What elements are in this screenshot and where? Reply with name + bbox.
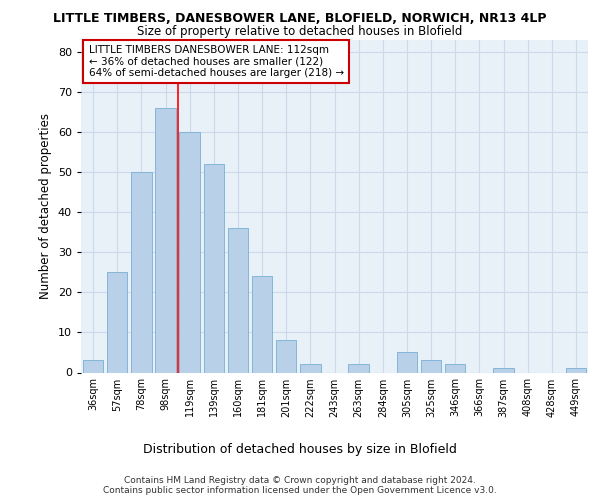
Bar: [276, 340, 296, 372]
Bar: [252, 276, 272, 372]
Text: Size of property relative to detached houses in Blofield: Size of property relative to detached ho…: [137, 25, 463, 38]
Bar: [107, 272, 127, 372]
Y-axis label: Number of detached properties: Number of detached properties: [39, 114, 52, 299]
Bar: [421, 360, 442, 372]
Bar: [445, 364, 466, 372]
Text: LITTLE TIMBERS, DANESBOWER LANE, BLOFIELD, NORWICH, NR13 4LP: LITTLE TIMBERS, DANESBOWER LANE, BLOFIEL…: [53, 12, 547, 26]
Text: Distribution of detached houses by size in Blofield: Distribution of detached houses by size …: [143, 442, 457, 456]
Bar: [493, 368, 514, 372]
Bar: [83, 360, 103, 372]
Bar: [227, 228, 248, 372]
Bar: [397, 352, 417, 372]
Text: Contains HM Land Registry data © Crown copyright and database right 2024.: Contains HM Land Registry data © Crown c…: [124, 476, 476, 485]
Bar: [349, 364, 369, 372]
Text: Contains public sector information licensed under the Open Government Licence v3: Contains public sector information licen…: [103, 486, 497, 495]
Bar: [566, 368, 586, 372]
Bar: [203, 164, 224, 372]
Bar: [300, 364, 320, 372]
Bar: [131, 172, 152, 372]
Bar: [179, 132, 200, 372]
Text: LITTLE TIMBERS DANESBOWER LANE: 112sqm
← 36% of detached houses are smaller (122: LITTLE TIMBERS DANESBOWER LANE: 112sqm ←…: [89, 45, 344, 78]
Bar: [155, 108, 176, 372]
